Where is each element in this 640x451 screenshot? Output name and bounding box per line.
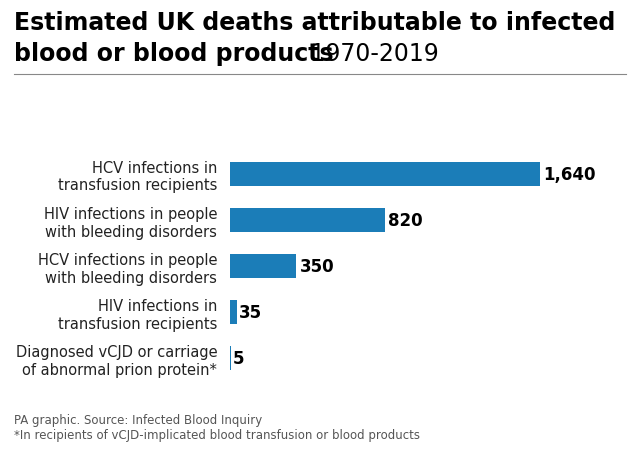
Text: 35: 35 <box>239 303 262 321</box>
Bar <box>230 254 296 278</box>
Bar <box>230 300 237 324</box>
Bar <box>230 162 540 186</box>
Text: 5: 5 <box>233 349 244 367</box>
Bar <box>230 346 231 370</box>
Text: blood or blood products: blood or blood products <box>14 41 333 65</box>
Text: PA graphic. Source: Infected Blood Inquiry: PA graphic. Source: Infected Blood Inqui… <box>14 413 262 426</box>
Text: 1,640: 1,640 <box>543 165 596 183</box>
Text: Estimated UK deaths attributable to infected: Estimated UK deaths attributable to infe… <box>14 11 616 35</box>
Text: 820: 820 <box>388 211 423 229</box>
Bar <box>230 208 385 232</box>
Text: *In recipients of vCJD-implicated blood transfusion or blood products: *In recipients of vCJD-implicated blood … <box>14 428 420 441</box>
Text: 350: 350 <box>300 257 335 275</box>
Text: 1970-2019: 1970-2019 <box>303 41 439 65</box>
